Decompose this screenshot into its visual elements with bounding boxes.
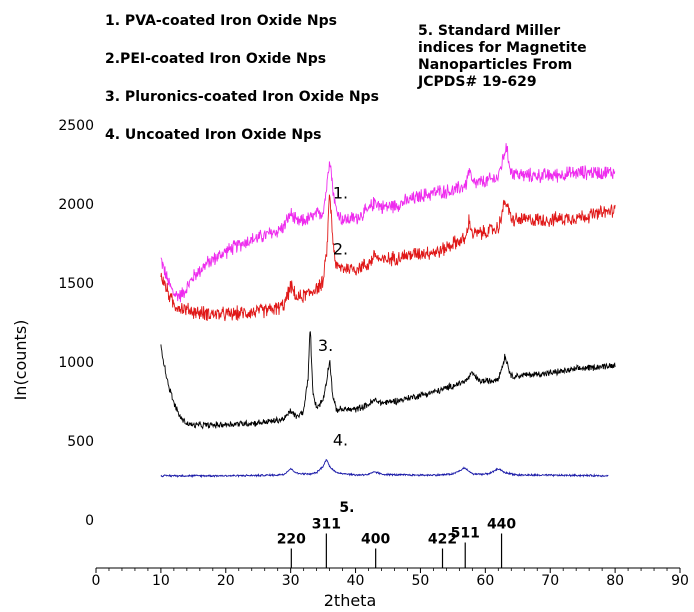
legend-entry-2: 2.PEI-coated Iron Oxide Nps <box>105 51 326 67</box>
series-3-label: 3. <box>318 336 333 355</box>
miller-label-440: 440 <box>487 517 516 533</box>
series-3-line <box>160 331 616 430</box>
x-axis: 0 10 20 30 40 50 60 70 80 90 <box>92 567 689 589</box>
x-tick-label: 70 <box>541 573 559 589</box>
legend-note-line-2: indices for Magnetite <box>418 40 587 56</box>
legend-note-line-4: JCPDS# 19-629 <box>417 74 537 90</box>
series-1-label: 1. <box>333 183 348 202</box>
legend-entry-1: 1. PVA-coated Iron Oxide Nps <box>105 13 337 29</box>
y-tick-label: 1500 <box>58 276 94 292</box>
legend-note-line-1: 5. Standard Miller <box>418 23 560 39</box>
x-tick-label: 30 <box>282 573 300 589</box>
series-4-line <box>160 458 609 479</box>
series-2-line <box>160 194 616 322</box>
y-tick-label: 500 <box>67 434 94 450</box>
legend-note-line-3: Nanoparticles From <box>418 57 572 73</box>
x-axis-title: 2theta <box>324 591 377 610</box>
y-tick-label: 1000 <box>58 355 94 371</box>
y-tick-label: 2500 <box>58 118 94 134</box>
y-axis-ticks: 0 500 1000 1500 2000 2500 <box>58 118 94 529</box>
miller-label-422: 422 <box>428 532 457 548</box>
miller-label-400: 400 <box>361 532 390 548</box>
y-axis-title: In(counts) <box>11 320 30 401</box>
legend-entry-3: 3. Pluronics-coated Iron Oxide Nps <box>105 89 379 105</box>
y-tick-label: 2000 <box>58 197 94 213</box>
miller-series-label: 5. <box>339 500 354 516</box>
x-tick-label: 0 <box>92 573 101 589</box>
miller-label-311: 311 <box>312 517 341 533</box>
series-4-label: 4. <box>333 431 348 450</box>
x-tick-label: 50 <box>412 573 430 589</box>
series-layer: 1. 2. 3. 4. <box>160 143 616 479</box>
x-tick-label: 90 <box>671 573 689 589</box>
legend-entry-4: 4. Uncoated Iron Oxide Nps <box>105 127 321 143</box>
series-2-label: 2. <box>333 240 348 259</box>
x-tick-label: 60 <box>476 573 494 589</box>
miller-label-220: 220 <box>277 532 306 548</box>
x-tick-label: 20 <box>217 573 235 589</box>
x-tick-label: 10 <box>152 573 170 589</box>
x-tick-label: 80 <box>606 573 624 589</box>
miller-label-511: 511 <box>451 526 480 542</box>
x-tick-label: 40 <box>347 573 365 589</box>
y-tick-label: 0 <box>85 513 94 529</box>
series-1-line <box>160 143 616 303</box>
